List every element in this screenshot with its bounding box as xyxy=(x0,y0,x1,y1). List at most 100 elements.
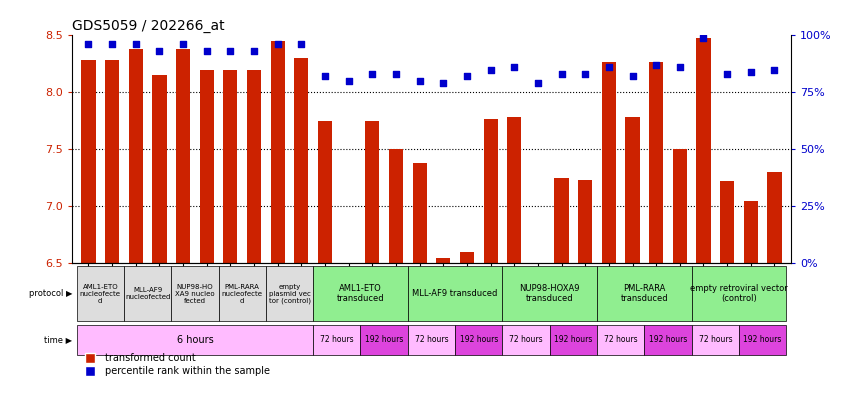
Bar xyxy=(271,41,285,263)
Text: PML-RARA
transduced: PML-RARA transduced xyxy=(620,284,668,303)
Bar xyxy=(318,121,332,263)
Point xyxy=(697,35,711,41)
FancyBboxPatch shape xyxy=(266,266,313,321)
FancyBboxPatch shape xyxy=(77,325,313,355)
Text: NUP98-HOXA9
transduced: NUP98-HOXA9 transduced xyxy=(519,284,580,303)
Point xyxy=(106,41,119,48)
Point xyxy=(508,64,521,70)
Point xyxy=(365,71,379,77)
Point xyxy=(555,71,569,77)
Point xyxy=(200,48,213,55)
Text: 72 hours: 72 hours xyxy=(509,336,543,344)
Text: NUP98-HO
XA9 nucleo
fected: NUP98-HO XA9 nucleo fected xyxy=(175,284,215,304)
Point xyxy=(650,62,663,68)
Bar xyxy=(625,118,640,263)
Point xyxy=(744,69,757,75)
FancyBboxPatch shape xyxy=(360,325,408,355)
Point xyxy=(152,48,166,55)
Text: PML-RARA
nucleofecte
d: PML-RARA nucleofecte d xyxy=(222,284,263,304)
FancyBboxPatch shape xyxy=(503,266,597,321)
FancyBboxPatch shape xyxy=(218,266,266,321)
Bar xyxy=(365,121,379,263)
Bar xyxy=(247,70,261,263)
Point xyxy=(271,41,284,48)
Text: 192 hours: 192 hours xyxy=(744,336,782,344)
Bar xyxy=(744,201,758,263)
FancyBboxPatch shape xyxy=(313,266,408,321)
Bar xyxy=(81,61,96,263)
Point xyxy=(342,78,355,84)
Text: time ▶: time ▶ xyxy=(44,336,72,344)
Bar xyxy=(413,163,426,263)
Bar xyxy=(460,252,474,263)
Text: empty retroviral vector
(control): empty retroviral vector (control) xyxy=(690,284,788,303)
Point xyxy=(294,41,308,48)
Bar xyxy=(223,70,238,263)
FancyBboxPatch shape xyxy=(739,325,786,355)
Point xyxy=(673,64,687,70)
Text: AML1-ETO
transduced: AML1-ETO transduced xyxy=(337,284,384,303)
Bar xyxy=(602,62,616,263)
Text: 6 hours: 6 hours xyxy=(177,335,213,345)
FancyBboxPatch shape xyxy=(455,325,503,355)
Point xyxy=(389,71,403,77)
Point xyxy=(129,41,142,48)
Point xyxy=(460,73,474,79)
Point xyxy=(247,48,261,55)
Point xyxy=(82,41,96,48)
Bar xyxy=(176,49,190,263)
Legend: transformed count, percentile rank within the sample: transformed count, percentile rank withi… xyxy=(77,350,274,380)
FancyBboxPatch shape xyxy=(597,266,692,321)
Bar xyxy=(437,258,450,263)
FancyBboxPatch shape xyxy=(408,325,455,355)
FancyBboxPatch shape xyxy=(171,266,218,321)
Bar xyxy=(578,180,592,263)
Point xyxy=(413,78,426,84)
FancyBboxPatch shape xyxy=(408,266,503,321)
Text: 72 hours: 72 hours xyxy=(699,336,732,344)
Text: 192 hours: 192 hours xyxy=(459,336,498,344)
Text: empty
plasmid vec
tor (control): empty plasmid vec tor (control) xyxy=(268,283,310,304)
Bar xyxy=(200,70,214,263)
FancyBboxPatch shape xyxy=(597,325,645,355)
Bar xyxy=(720,181,734,263)
Text: AML1-ETO
nucleofecte
d: AML1-ETO nucleofecte d xyxy=(80,284,121,304)
Bar xyxy=(294,58,309,263)
Bar xyxy=(105,61,119,263)
Text: protocol ▶: protocol ▶ xyxy=(29,289,72,298)
Text: 192 hours: 192 hours xyxy=(649,336,687,344)
Bar xyxy=(696,38,711,263)
Point xyxy=(318,73,332,79)
FancyBboxPatch shape xyxy=(692,325,739,355)
Text: 72 hours: 72 hours xyxy=(604,336,638,344)
Point xyxy=(579,71,592,77)
Bar xyxy=(129,49,143,263)
FancyBboxPatch shape xyxy=(692,266,786,321)
Bar xyxy=(649,62,663,263)
Bar xyxy=(673,149,687,263)
Text: MLL-AF9 transduced: MLL-AF9 transduced xyxy=(413,289,497,298)
FancyBboxPatch shape xyxy=(313,325,360,355)
Bar xyxy=(554,178,569,263)
Point xyxy=(767,66,781,73)
FancyBboxPatch shape xyxy=(124,266,171,321)
Bar xyxy=(484,119,497,263)
Bar xyxy=(507,118,521,263)
Bar xyxy=(152,75,167,263)
Point xyxy=(176,41,190,48)
Point xyxy=(626,73,640,79)
Text: 192 hours: 192 hours xyxy=(365,336,404,344)
Point xyxy=(531,80,545,86)
FancyBboxPatch shape xyxy=(645,325,692,355)
Text: 72 hours: 72 hours xyxy=(320,336,354,344)
Point xyxy=(484,66,497,73)
FancyBboxPatch shape xyxy=(550,325,597,355)
Text: 192 hours: 192 hours xyxy=(554,336,592,344)
Bar xyxy=(389,149,403,263)
FancyBboxPatch shape xyxy=(77,266,124,321)
Text: MLL-AF9
nucleofected: MLL-AF9 nucleofected xyxy=(125,287,170,300)
Point xyxy=(602,64,616,70)
Text: GDS5059 / 202266_at: GDS5059 / 202266_at xyxy=(72,19,224,33)
Point xyxy=(437,80,450,86)
Point xyxy=(223,48,237,55)
